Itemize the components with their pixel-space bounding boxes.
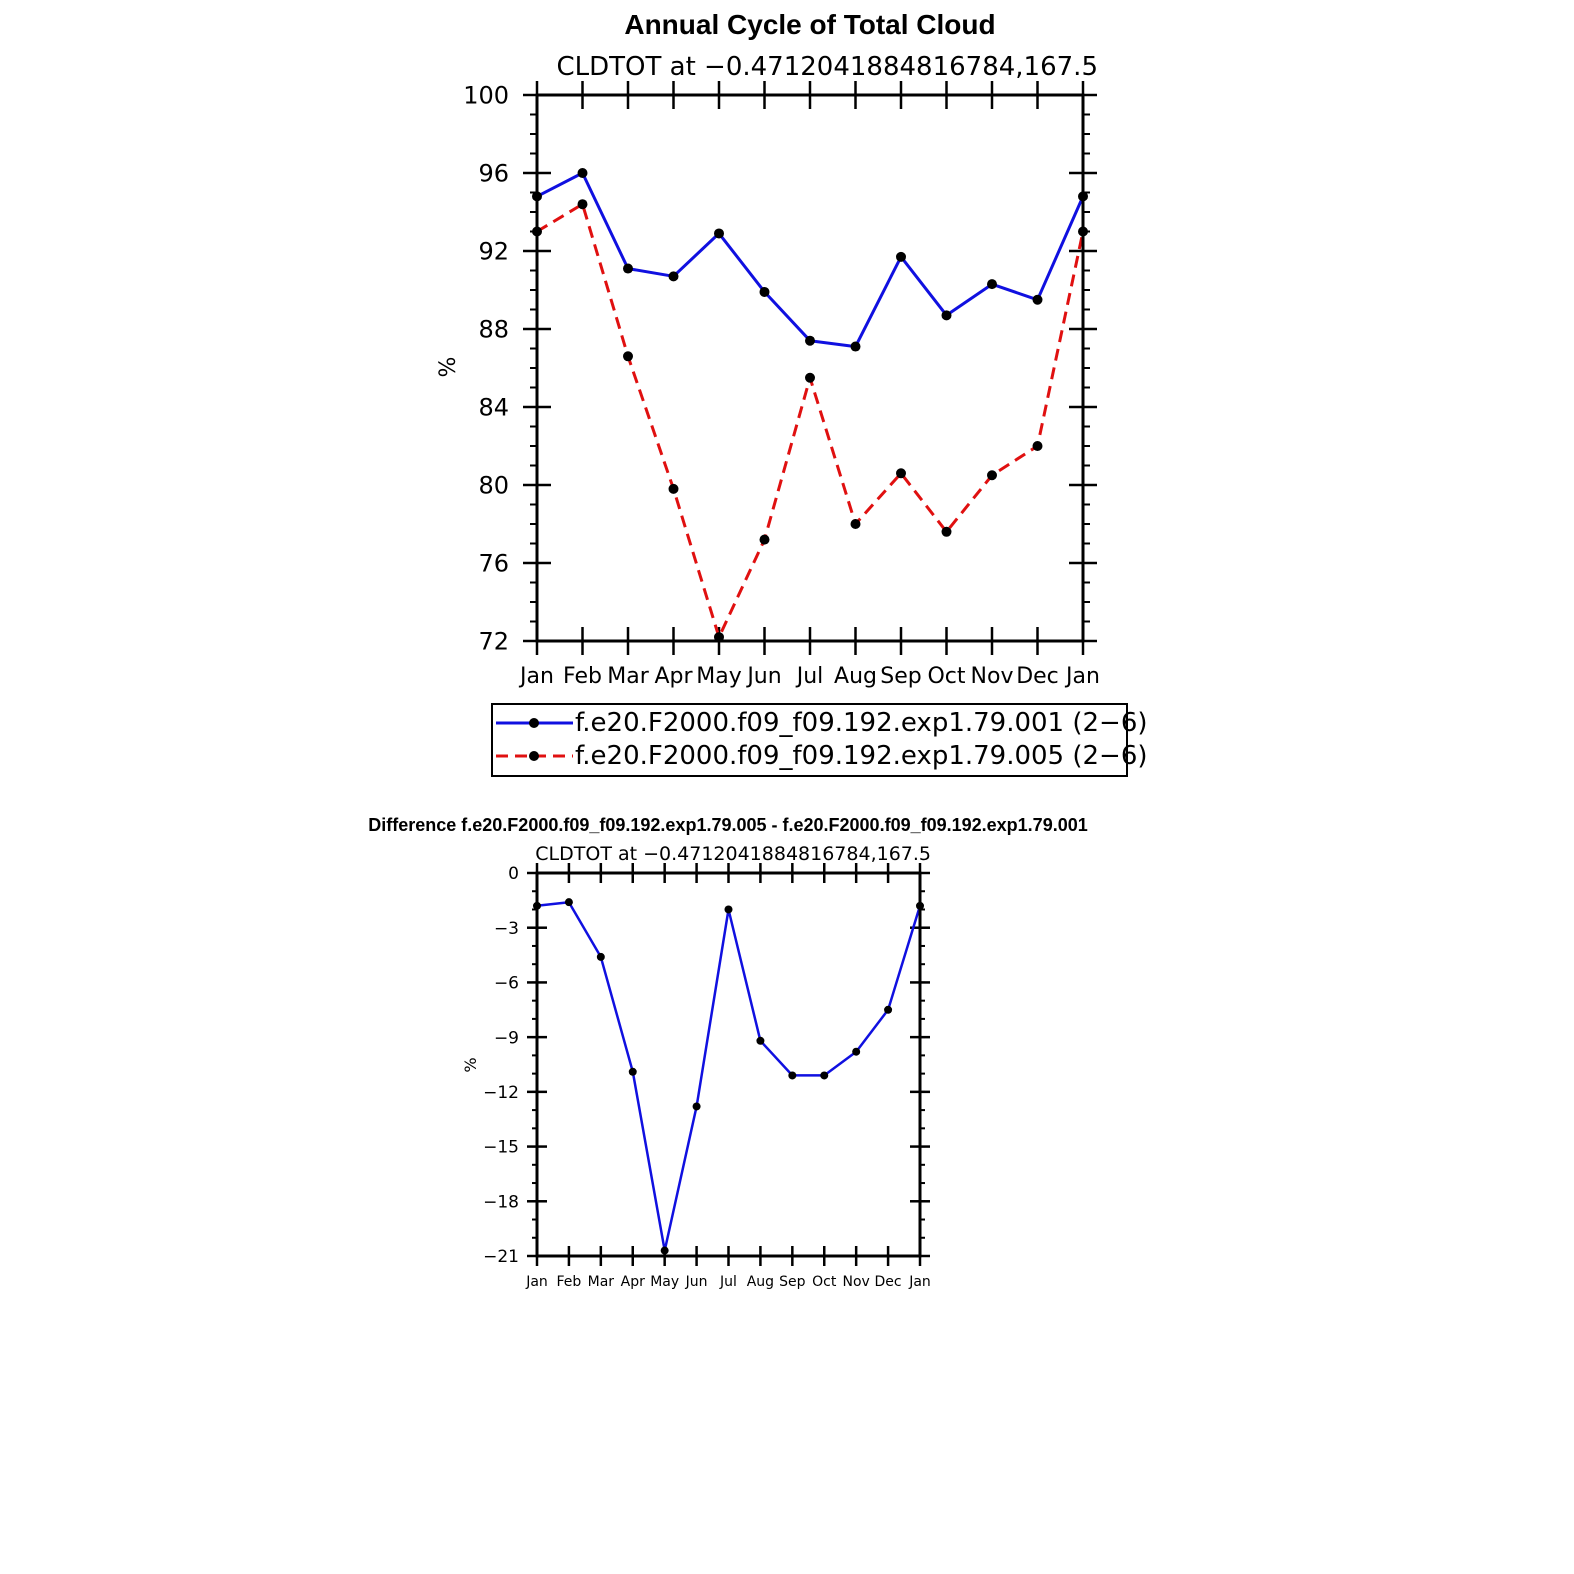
series-1-point	[896, 251, 906, 262]
series-1-point	[941, 310, 952, 321]
series-1-point	[564, 898, 573, 907]
difference-chart: Difference f.e20.F2000.f09_f09.192.exp1.…	[368, 815, 1087, 1290]
chart2-subtitle: CLDTOT at −0.4712041884816784,167.5	[535, 843, 931, 865]
series-2-point	[623, 351, 633, 362]
series-2-point	[805, 372, 815, 383]
series-1-point	[788, 1071, 797, 1080]
x-tick-label: May	[650, 1274, 679, 1290]
x-tick-label: Mar	[588, 1274, 615, 1290]
series-1-point	[692, 1102, 701, 1111]
x-tick-label: Oct	[927, 664, 965, 689]
series-1-point	[820, 1071, 829, 1080]
top-chart: Annual Cycle of Total Cloud CLDTOT at −0…	[436, 9, 1148, 777]
x-tick-label: Jul	[795, 664, 824, 689]
chart2-plot-frame	[535, 871, 922, 1258]
series-1-point	[850, 341, 861, 352]
series-1-point	[660, 1246, 669, 1255]
x-tick-label: Jan	[908, 1274, 931, 1290]
y-tick-label: −18	[483, 1192, 519, 1212]
chart1-series	[532, 168, 1088, 643]
series-1-point	[628, 1067, 637, 1076]
series-1-point	[852, 1047, 861, 1056]
y-tick-label: 100	[463, 82, 509, 110]
y-tick-label: −12	[483, 1083, 519, 1103]
chart1-ticks	[523, 81, 1097, 655]
series-2-point	[1032, 441, 1043, 451]
chart2-ylabel: %	[461, 1057, 480, 1072]
x-tick-label: Jul	[719, 1274, 737, 1290]
chart2-x-tick-labels: Jan Feb Mar Apr May Jun Jul Aug Sep Oct Nov Dec Jan	[525, 1274, 931, 1290]
x-tick-label: Feb	[563, 664, 602, 689]
series-1-point	[805, 335, 815, 346]
x-tick-label: Jan	[525, 1274, 548, 1290]
chart2-series	[533, 898, 924, 1255]
y-tick-label: 96	[478, 160, 509, 188]
legend-box	[491, 703, 1128, 777]
chart1-plot-frame	[535, 93, 1085, 643]
x-tick-label: Apr	[654, 664, 693, 689]
x-tick-label: Nov	[971, 664, 1014, 689]
series-2-point	[668, 483, 679, 494]
series-1-point	[714, 228, 724, 239]
x-tick-label: May	[696, 664, 741, 689]
x-tick-label: Sep	[779, 1274, 806, 1290]
series-1-point	[724, 905, 733, 914]
series-1-point	[759, 286, 770, 297]
series-1-point	[623, 263, 633, 274]
y-tick-label: 76	[478, 550, 509, 578]
y-tick-label: 84	[478, 394, 509, 422]
chart2-ticks	[527, 863, 930, 1266]
series-1-point	[577, 168, 588, 178]
x-tick-label: Jan	[1064, 664, 1100, 689]
legend-label-series-1: f.e20.F2000.f09_f09.192.exp1.79.001 (2−6…	[575, 708, 1148, 738]
x-tick-label: Mar	[607, 664, 649, 689]
y-tick-label: 88	[478, 316, 509, 344]
y-tick-label: 0	[508, 864, 519, 884]
chart1-subtitle: CLDTOT at −0.4712041884816784,167.5	[556, 52, 1098, 82]
chart1-ylabel: %	[436, 357, 461, 378]
y-tick-label: 72	[478, 628, 509, 656]
series-2-point	[759, 534, 770, 545]
y-tick-label: −9	[494, 1028, 519, 1048]
y-tick-label: 80	[478, 472, 509, 500]
x-tick-label: Sep	[880, 664, 921, 689]
x-tick-label: Dec	[1016, 664, 1059, 689]
legend-label-series-2: f.e20.F2000.f09_f09.192.exp1.79.005 (2−6…	[575, 741, 1148, 771]
y-tick-label: −15	[483, 1138, 519, 1158]
series-1-point	[668, 271, 679, 282]
y-tick-label: 92	[478, 238, 509, 266]
x-tick-label: Apr	[621, 1274, 645, 1290]
series-2-point	[987, 470, 997, 481]
x-tick-label: Oct	[812, 1274, 837, 1290]
chart1-title: Annual Cycle of Total Cloud	[624, 9, 995, 40]
y-tick-label: −21	[483, 1247, 519, 1267]
chart1-x-tick-labels: Jan Feb Mar Apr May Jun Jul Aug Sep Oct Nov Dec Jan	[518, 664, 1100, 689]
y-tick-label: −6	[494, 974, 519, 994]
x-tick-label: Aug	[834, 664, 877, 689]
y-tick-label: −3	[494, 919, 519, 939]
chart2-y-tick-labels: 0 −3 −6 −9 −12 −15 −18 −21	[483, 864, 519, 1267]
x-tick-label: Jun	[685, 1274, 708, 1290]
legend: f.e20.F2000.f09_f09.192.exp1.79.001 (2−6…	[491, 703, 1148, 777]
chart1-y-tick-labels: 72 76 80 84 88 92 96 100	[463, 82, 509, 656]
series-1-point	[987, 279, 997, 290]
series-1-point	[596, 952, 605, 961]
x-tick-label: Feb	[557, 1274, 582, 1290]
series-2-point	[577, 199, 588, 210]
chart2-title: Difference f.e20.F2000.f09_f09.192.exp1.…	[368, 815, 1087, 835]
series-1-point	[1032, 294, 1043, 305]
series-2-point	[896, 468, 906, 479]
x-tick-label: Aug	[747, 1274, 774, 1290]
legend-marker-dashed	[529, 751, 539, 761]
series-2-point	[941, 526, 952, 537]
x-tick-label: Nov	[843, 1274, 870, 1290]
legend-marker-solid	[529, 718, 539, 728]
series-2-point	[850, 519, 861, 529]
x-tick-label: Jan	[518, 664, 554, 689]
series-1-point	[756, 1036, 765, 1045]
x-tick-label: Jun	[745, 664, 781, 689]
series-1-point	[884, 1005, 893, 1014]
x-tick-label: Dec	[875, 1274, 902, 1290]
